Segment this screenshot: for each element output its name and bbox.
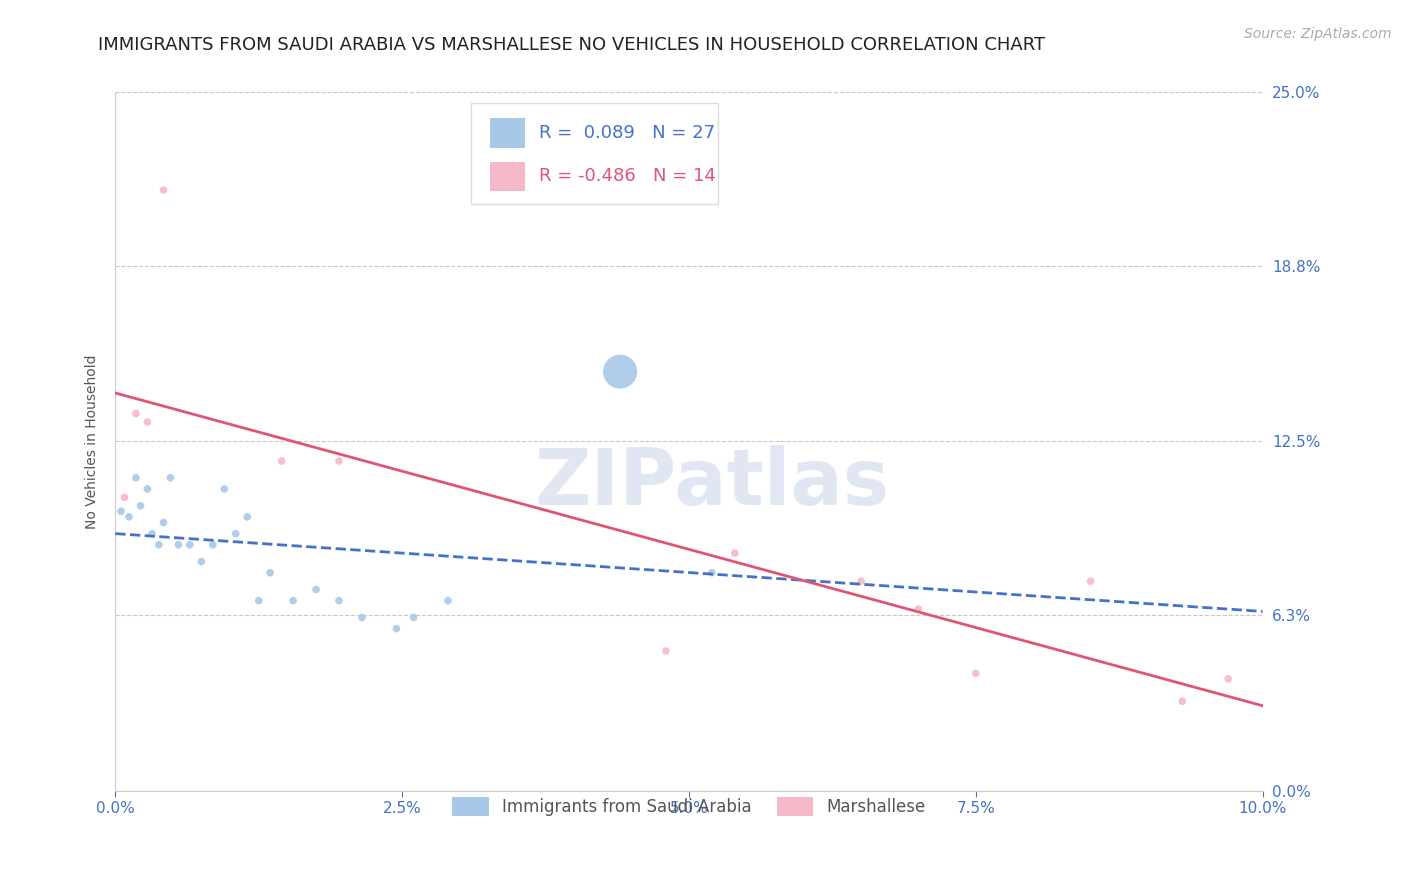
Text: ZIPatlas: ZIPatlas [534,445,890,522]
Point [114,491,136,505]
Text: R = -0.486   N = 14: R = -0.486 N = 14 [538,168,716,186]
FancyBboxPatch shape [491,119,524,148]
Point [1218,672,1240,686]
Point [305,582,328,597]
Point [1080,574,1102,588]
Point [141,526,163,541]
Point [152,183,174,197]
Point [437,593,460,607]
Y-axis label: No Vehicles in Household: No Vehicles in Household [86,354,100,529]
Point [179,538,201,552]
Point [965,666,987,681]
Point [350,610,373,624]
Point [1171,694,1194,708]
Point [167,538,190,552]
Point [225,526,247,541]
Point [136,482,159,496]
Point [148,538,170,552]
Point [247,593,270,607]
Point [110,504,132,518]
Point [152,516,174,530]
Text: R =  0.089   N = 27: R = 0.089 N = 27 [538,124,714,142]
Point [402,610,425,624]
Text: IMMIGRANTS FROM SAUDI ARABIA VS MARSHALLESE NO VEHICLES IN HOUSEHOLD CORRELATION: IMMIGRANTS FROM SAUDI ARABIA VS MARSHALL… [98,36,1046,54]
Point [136,415,159,429]
Point [700,566,723,580]
Point [236,509,259,524]
Point [118,509,141,524]
Point [125,407,148,421]
FancyBboxPatch shape [491,161,524,191]
Point [159,471,181,485]
FancyBboxPatch shape [471,103,717,204]
Point [201,538,224,552]
Point [328,454,350,468]
Point [609,365,631,379]
Point [907,602,929,616]
Point [125,471,148,485]
Point [259,566,281,580]
Point [655,644,678,658]
Text: Source: ZipAtlas.com: Source: ZipAtlas.com [1244,27,1392,41]
Point [129,499,152,513]
Point [724,546,747,560]
Point [385,622,408,636]
Legend: Immigrants from Saudi Arabia, Marshallese: Immigrants from Saudi Arabia, Marshalles… [444,789,934,824]
Point [328,593,350,607]
Point [849,574,872,588]
Point [214,482,236,496]
Point [281,593,304,607]
Point [270,454,292,468]
Point [190,555,212,569]
